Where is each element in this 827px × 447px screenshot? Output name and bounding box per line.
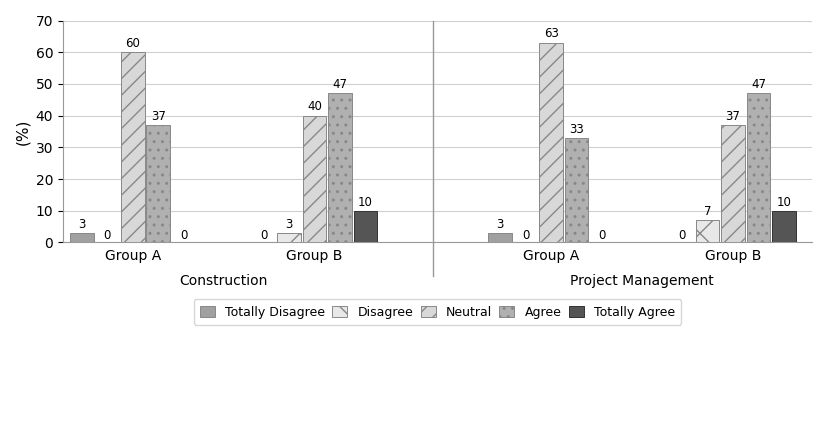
Text: 47: 47 bbox=[751, 78, 766, 91]
Text: 0: 0 bbox=[522, 228, 529, 241]
Text: 3: 3 bbox=[496, 218, 504, 231]
Text: 0: 0 bbox=[599, 228, 605, 241]
Bar bbox=[747, 93, 770, 242]
Text: 37: 37 bbox=[725, 110, 740, 123]
Text: 33: 33 bbox=[569, 122, 584, 135]
Text: 0: 0 bbox=[180, 228, 188, 241]
Bar bbox=[721, 125, 745, 242]
Text: 47: 47 bbox=[332, 78, 347, 91]
Y-axis label: (%): (%) bbox=[15, 118, 30, 145]
Text: 0: 0 bbox=[260, 228, 267, 241]
Text: 40: 40 bbox=[307, 101, 322, 114]
Bar bbox=[489, 233, 512, 242]
Text: 60: 60 bbox=[126, 37, 141, 50]
Text: 3: 3 bbox=[78, 218, 85, 231]
Text: 37: 37 bbox=[151, 110, 165, 123]
Bar bbox=[565, 138, 589, 242]
Text: 63: 63 bbox=[543, 27, 558, 41]
Bar bbox=[303, 116, 327, 242]
Bar bbox=[772, 211, 796, 242]
Text: 10: 10 bbox=[777, 195, 791, 209]
Text: 7: 7 bbox=[704, 205, 711, 218]
Bar bbox=[354, 211, 377, 242]
Legend: Totally Disagree, Disagree, Neutral, Agree, Totally Agree: Totally Disagree, Disagree, Neutral, Agr… bbox=[194, 299, 681, 325]
Text: Construction: Construction bbox=[179, 274, 268, 287]
Bar bbox=[277, 233, 301, 242]
Bar bbox=[328, 93, 352, 242]
Text: 10: 10 bbox=[358, 195, 373, 209]
Text: 3: 3 bbox=[285, 218, 293, 231]
Bar bbox=[696, 220, 719, 242]
Bar bbox=[539, 43, 563, 242]
Bar bbox=[70, 233, 93, 242]
Text: 0: 0 bbox=[678, 228, 686, 241]
Bar bbox=[121, 52, 145, 242]
Text: Project Management: Project Management bbox=[571, 274, 714, 287]
Bar bbox=[146, 125, 170, 242]
Text: 0: 0 bbox=[103, 228, 111, 241]
